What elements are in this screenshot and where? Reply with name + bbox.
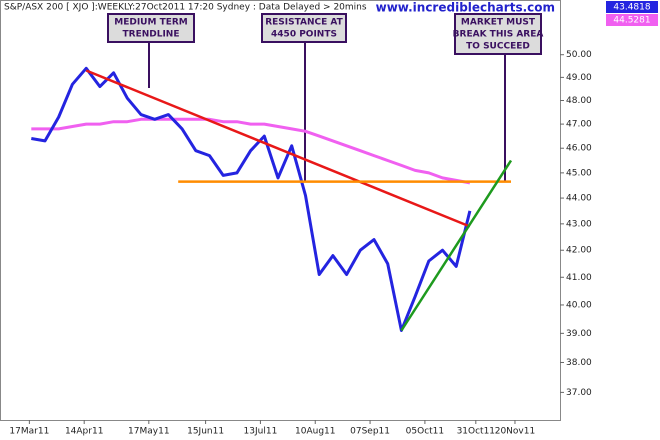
y-tick-label: 49.00 xyxy=(566,73,592,83)
annotation-text: MEDIUM TERM xyxy=(114,18,188,28)
annotation: MEDIUM TERM TRENDLINE xyxy=(107,13,195,43)
annotation: RESISTANCE AT 4450 POINTS xyxy=(261,13,347,43)
last-value-label: 44.5281 xyxy=(613,16,650,26)
trendline xyxy=(85,69,471,228)
y-tick-label: 44.00 xyxy=(566,194,592,204)
annotation-box xyxy=(107,13,195,43)
annotation-text: MARKET MUST xyxy=(461,18,536,28)
x-tick-label: 14Apr11 xyxy=(65,427,103,437)
annotation-box xyxy=(454,13,542,55)
series-line xyxy=(31,66,472,332)
x-tick-label: 07Sep11 xyxy=(350,427,390,437)
x-tick-label: 31Oct11 xyxy=(457,427,495,437)
x-tick-label: 10Aug11 xyxy=(295,427,335,437)
x-tick-label: 17Mar11 xyxy=(9,427,49,437)
y-tick-label: 47.00 xyxy=(566,120,592,130)
y-tick-label: 40.00 xyxy=(566,300,592,310)
annotation-text: BREAK THIS AREA xyxy=(453,30,544,40)
y-tick-label: 45.00 xyxy=(566,168,592,178)
y-tick-label: 48.00 xyxy=(566,96,592,106)
x-tick-label: 20Nov11 xyxy=(495,427,535,437)
annotation: MARKET MUST BREAK THIS AREA TO SUCCEED xyxy=(453,13,544,55)
x-tick-label: 05Oct11 xyxy=(406,427,444,437)
annotation-box xyxy=(261,13,347,43)
last-value-label: 43.4818 xyxy=(613,3,650,13)
trendline xyxy=(400,159,513,332)
y-tick-label: 42.00 xyxy=(566,246,592,256)
y-tick-label: 37.00 xyxy=(566,388,592,398)
x-tick-label: 13Jul11 xyxy=(244,427,278,437)
plot-frame xyxy=(0,0,561,421)
annotation-text: TRENDLINE xyxy=(123,30,180,40)
x-tick-label: 17May11 xyxy=(128,427,170,437)
chart-title: S&P/ASX 200 [ XJO ]:WEEKLY:27Oct2011 17:… xyxy=(4,3,367,13)
x-tick-label: 15Jun11 xyxy=(187,427,224,437)
series-line xyxy=(31,117,471,185)
last-value-tag xyxy=(606,1,658,13)
watermark: www.incrediblecharts.com xyxy=(376,1,555,15)
y-tick-label: 38.00 xyxy=(566,358,592,368)
y-tick-label: 41.00 xyxy=(566,273,592,283)
annotation-text: RESISTANCE AT xyxy=(265,18,343,28)
annotation-text: 4450 POINTS xyxy=(271,30,337,40)
y-tick-label: 50.00 xyxy=(566,50,592,60)
y-tick-label: 39.00 xyxy=(566,329,592,339)
last-value-tag xyxy=(606,14,658,26)
y-tick-label: 46.00 xyxy=(566,144,592,154)
annotation-text: TO SUCCEED xyxy=(466,42,530,52)
y-tick-label: 43.00 xyxy=(566,219,592,229)
